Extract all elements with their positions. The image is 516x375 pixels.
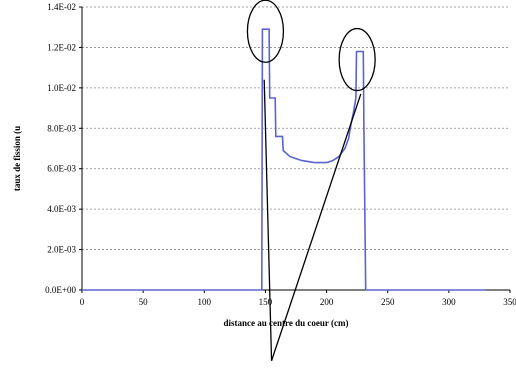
x-tick-label: 0 xyxy=(80,297,85,307)
x-tick-label: 300 xyxy=(442,297,456,307)
x-tick-label: 50 xyxy=(139,297,149,307)
y-tick-label: 8.0E-03 xyxy=(47,123,76,133)
y-tick-label: 1.0E-02 xyxy=(47,83,76,93)
x-tick-label: 350 xyxy=(503,297,516,307)
y-tick-label: 0.0E+00 xyxy=(45,285,76,295)
x-tick-label: 200 xyxy=(320,297,334,307)
highlight-ellipse xyxy=(338,27,376,92)
y-tick-labels: 0.0E+00 2.0E-03 4.0E-03 6.0E-03 8.0E-03 1.0E-… xyxy=(45,2,76,295)
x-tick-labels: 0 50 100 150 200 250 300 350 xyxy=(80,297,516,307)
y-tick-label: 2.0E-03 xyxy=(47,245,76,255)
y-tick-label: 6.0E-03 xyxy=(47,164,76,174)
x-tick-label: 100 xyxy=(198,297,212,307)
x-tick-label: 150 xyxy=(259,297,273,307)
highlight-ellipse xyxy=(246,0,285,63)
y-tick-label: 4.0E-03 xyxy=(47,204,76,214)
x-tick-label: 250 xyxy=(381,297,395,307)
y-tick-label: 1.4E-02 xyxy=(47,2,76,12)
x-axis-label: distance au centre du coeur (cm) xyxy=(224,318,349,328)
pointer-line-left xyxy=(263,79,273,361)
pointer-line-right xyxy=(270,93,362,361)
annotation-layer xyxy=(246,0,376,361)
axes xyxy=(79,6,511,293)
y-axis-label: taux de fission (u xyxy=(12,126,22,191)
y-tick-label: 1.2E-02 xyxy=(47,42,76,52)
series-line xyxy=(82,28,486,291)
gridlines xyxy=(82,6,510,250)
series-layer xyxy=(82,28,486,291)
